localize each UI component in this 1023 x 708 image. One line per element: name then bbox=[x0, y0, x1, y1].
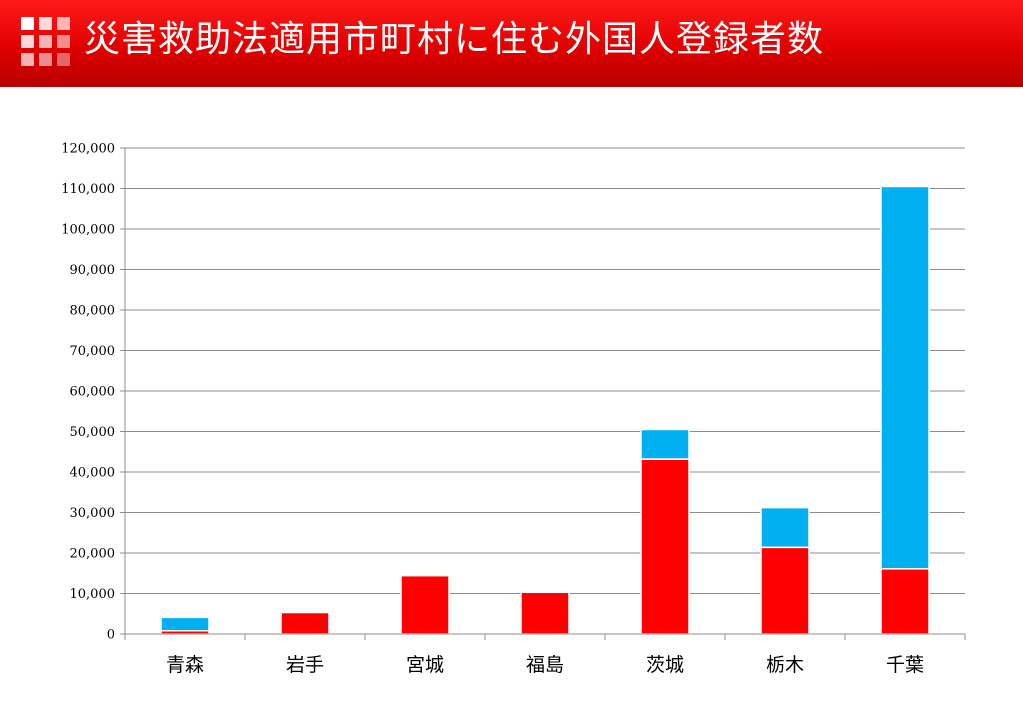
y-tick-label: 40,000 bbox=[70, 466, 116, 481]
logo-square bbox=[39, 17, 52, 30]
bar-upper-segment bbox=[640, 428, 690, 460]
logo-square bbox=[57, 35, 70, 48]
bar-upper-segment bbox=[760, 506, 810, 549]
bar-upper-segment bbox=[160, 616, 210, 632]
y-tick-label: 110,000 bbox=[61, 182, 115, 197]
x-axis-category-labels: 青森 岩手 宮城 福島 茨城 栃木 千葉 bbox=[166, 654, 924, 676]
bar-lower-segment bbox=[400, 574, 450, 635]
logo-square bbox=[21, 17, 34, 30]
bar-lower-segment bbox=[880, 568, 930, 635]
x-category-label: 青森 bbox=[166, 654, 204, 676]
gridlines bbox=[125, 147, 965, 594]
logo-square bbox=[39, 53, 52, 66]
logo-square bbox=[21, 35, 34, 48]
logo-square bbox=[57, 17, 70, 30]
logo-square bbox=[39, 35, 52, 48]
x-category-label: 千葉 bbox=[886, 654, 924, 676]
y-tick-label: 120,000 bbox=[61, 142, 115, 157]
y-tick-label: 30,000 bbox=[70, 506, 116, 521]
x-category-label: 茨城 bbox=[646, 654, 684, 676]
x-category-label: 岩手 bbox=[286, 654, 324, 676]
bar-lower-segment bbox=[640, 458, 690, 635]
y-tick-label: 80,000 bbox=[70, 304, 116, 319]
bar-upper-segment bbox=[880, 185, 930, 570]
y-axis-tick-labels: 0 10,000 20,000 30,000 40,000 50,000 60,000 70,… bbox=[61, 142, 115, 643]
y-tick-label: 10,000 bbox=[70, 587, 116, 602]
y-tick-label: 100,000 bbox=[61, 223, 115, 238]
y-tick-label: 60,000 bbox=[70, 385, 116, 400]
y-tick-label: 0 bbox=[107, 628, 115, 643]
y-tick-label: 70,000 bbox=[70, 344, 116, 359]
y-tick-label: 50,000 bbox=[70, 425, 116, 440]
page-title: 災害救助法適用市町村に住む外国人登録者数 bbox=[84, 19, 825, 60]
grid-logo-icon bbox=[21, 17, 73, 69]
x-category-label: 宮城 bbox=[406, 654, 444, 676]
axes bbox=[120, 147, 966, 640]
bar-lower-segment bbox=[760, 546, 810, 635]
logo-square bbox=[21, 53, 34, 66]
logo-square bbox=[57, 53, 70, 66]
y-tick-label: 20,000 bbox=[70, 547, 116, 562]
bar-lower-segment bbox=[280, 611, 330, 635]
x-category-label: 福島 bbox=[526, 654, 564, 676]
stacked-bar-chart: 0 10,000 20,000 30,000 40,000 50,000 60,000 70,… bbox=[61, 142, 966, 676]
x-category-label: 栃木 bbox=[766, 654, 804, 676]
title-banner: 災害救助法適用市町村に住む外国人登録者数 bbox=[0, 0, 1023, 87]
y-tick-label: 90,000 bbox=[70, 263, 116, 278]
bars bbox=[160, 185, 930, 635]
bar-lower-segment bbox=[520, 591, 570, 635]
